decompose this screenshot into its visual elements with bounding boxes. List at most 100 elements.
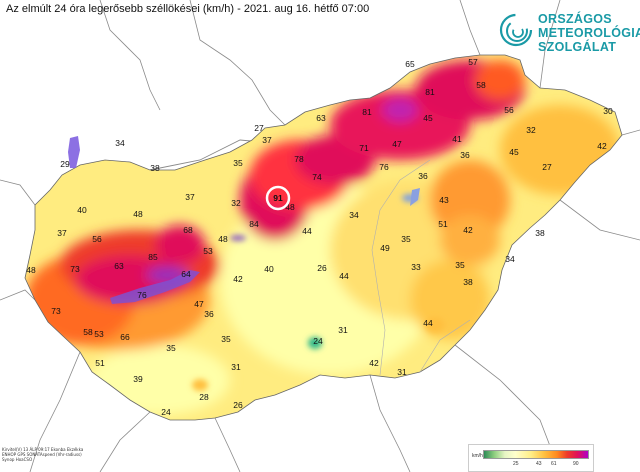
station-gust-value-s74: 42 xyxy=(369,358,379,368)
station-gust-value-s32: 40 xyxy=(77,205,87,215)
legend-tick-25: 25 xyxy=(513,461,519,467)
credit-line-3: Synop HoaCSO xyxy=(2,457,33,462)
station-gust-value-s70: 24 xyxy=(313,336,323,346)
color-legend: km/h 25 43 61 90 xyxy=(468,444,594,472)
legend-tick-90: 90 xyxy=(573,461,579,467)
logo-line-1: ORSZÁGOS xyxy=(538,12,612,26)
station-gust-value-s11: 37 xyxy=(262,135,272,145)
station-gust-value-s67: 31 xyxy=(338,325,348,335)
station-gust-value-s75: 31 xyxy=(397,367,407,377)
omsz-swirl-logo xyxy=(499,13,533,47)
station-gust-value-s76: 39 xyxy=(133,374,143,384)
station-gust-value-s54: 26 xyxy=(317,263,327,273)
station-gust-value-s01: 65 xyxy=(405,59,415,69)
station-gust-value-s57: 35 xyxy=(455,260,465,270)
station-gust-value-s16: 71 xyxy=(359,143,369,153)
station-gust-value-s38: 37 xyxy=(57,228,67,238)
station-gust-value-s53: 40 xyxy=(264,264,274,274)
station-gust-value-s63: 36 xyxy=(204,309,214,319)
station-gust-value-s66: 66 xyxy=(120,332,130,342)
station-gust-value-s79: 24 xyxy=(161,407,171,417)
legend-unit: km/h xyxy=(472,453,483,459)
lake-balaton xyxy=(110,270,200,304)
station-gust-value-s49: 63 xyxy=(114,261,124,271)
station-gust-value-s46: 38 xyxy=(535,228,545,238)
legend-tick-43: 43 xyxy=(536,461,542,467)
station-gust-value-s55: 44 xyxy=(339,271,349,281)
station-gust-value-s62: 47 xyxy=(194,299,204,309)
station-gust-value-s42: 48 xyxy=(218,234,228,244)
credit-line-1: Kirvitel(V) 13 ÁLP 09:17 Ekonba Ekzékka xyxy=(2,447,84,452)
legend-color-bar xyxy=(483,450,589,459)
station-gust-value-s40: 68 xyxy=(183,225,193,235)
station-gust-value-s14: 32 xyxy=(526,125,536,135)
station-gust-value-s21: 76 xyxy=(379,162,389,172)
station-gust-value-s03: 81 xyxy=(425,87,435,97)
lake-tisza xyxy=(410,188,420,206)
station-gust-value-s69: 35 xyxy=(221,334,231,344)
max-gust-marker xyxy=(265,185,291,211)
river-lines xyxy=(371,159,471,376)
station-gust-value-s13: 47 xyxy=(392,139,402,149)
hungary-border xyxy=(24,54,623,421)
station-gust-value-s07: 56 xyxy=(504,105,514,115)
logo-line-2: METEOROLÓGIAI xyxy=(538,26,640,40)
station-gust-value-s15: 34 xyxy=(115,138,125,148)
station-gust-value-s68: 44 xyxy=(423,318,433,328)
legend-tick-61: 61 xyxy=(551,461,557,467)
logo-line-3: SZOLGÁLAT xyxy=(538,40,617,54)
station-gust-value-s72: 51 xyxy=(95,358,105,368)
station-gust-value-s48: 85 xyxy=(148,252,158,262)
station-gust-value-s78: 26 xyxy=(233,400,243,410)
station-gust-value-s50: 73 xyxy=(70,264,80,274)
station-gust-value-s44: 53 xyxy=(203,246,213,256)
station-gust-value-s59: 42 xyxy=(233,274,243,284)
station-gust-value-s09: 27 xyxy=(254,123,264,133)
station-gust-value-s41: 44 xyxy=(302,226,312,236)
station-gust-value-s39: 56 xyxy=(92,234,102,244)
station-gust-value-s12: 41 xyxy=(452,134,462,144)
credit-line-2: ENHOP GPS SONATAspeed (Vhr-radiuss) xyxy=(2,452,82,457)
station-gust-value-s23: 29 xyxy=(60,159,70,169)
station-gust-value-s27: 42 xyxy=(597,141,607,151)
station-gust-value-s17: 36 xyxy=(460,150,470,160)
station-gust-value-s18: 45 xyxy=(509,147,519,157)
station-gust-value-s52: 64 xyxy=(181,269,191,279)
station-gust-value-s36: 51 xyxy=(438,219,448,229)
station-gust-value-s71: 35 xyxy=(166,343,176,353)
station-gust-value-s35: 84 xyxy=(249,219,259,229)
station-gust-value-s05: 63 xyxy=(316,113,326,123)
lake-neusiedl xyxy=(68,136,80,168)
station-gust-value-s24: 38 xyxy=(150,163,160,173)
omsz-logo-text: ORSZÁGOS METEOROLÓGIAI SZOLGÁLAT xyxy=(538,12,640,54)
station-gust-value-s30: 48 xyxy=(285,202,295,212)
station-gust-value-s26: 36 xyxy=(418,171,428,181)
gust-labels: 65 57 81 58 63 81 56 30 27 45 37 41 47 32 34 71 36 45 35 78… xyxy=(26,57,613,417)
station-gust-value-s64: 53 xyxy=(94,329,104,339)
map-title: Az elmúlt 24 óra legerősebb széllökései … xyxy=(6,3,370,15)
station-gust-value-s22: 27 xyxy=(542,162,552,172)
credits: Kirvitel(V) 13 ÁLP 09:17 Ekonba Ekzékka … xyxy=(2,447,83,462)
station-gust-value-s65: 58 xyxy=(83,327,93,337)
station-gust-value-s28: 37 xyxy=(185,192,195,202)
station-gust-value-s08: 30 xyxy=(603,106,613,116)
station-gust-value-s73: 31 xyxy=(231,362,241,372)
station-gust-value-s33: 48 xyxy=(133,209,143,219)
station-gust-value-s19: 35 xyxy=(233,158,243,168)
station-gust-value-s25: 74 xyxy=(312,172,322,182)
station-gust-value-s29: 32 xyxy=(231,198,241,208)
lakes xyxy=(68,136,420,304)
station-gust-value-s58: 76 xyxy=(137,290,147,300)
station-gust-value-s45: 49 xyxy=(380,243,390,253)
station-gust-value-s04: 58 xyxy=(476,80,486,90)
station-gust-value-s37: 42 xyxy=(463,225,473,235)
station-gust-value-s51: 48 xyxy=(26,265,36,275)
station-gust-value-s61: 73 xyxy=(51,306,61,316)
station-gust-value-s34: 34 xyxy=(349,210,359,220)
station-gust-value-s02: 57 xyxy=(468,57,478,67)
max-gust-value: 91 xyxy=(273,193,283,203)
station-gust-value-s43: 35 xyxy=(401,234,411,244)
station-gust-value-s06: 81 xyxy=(362,107,372,117)
station-gust-value-s56: 33 xyxy=(411,262,421,272)
